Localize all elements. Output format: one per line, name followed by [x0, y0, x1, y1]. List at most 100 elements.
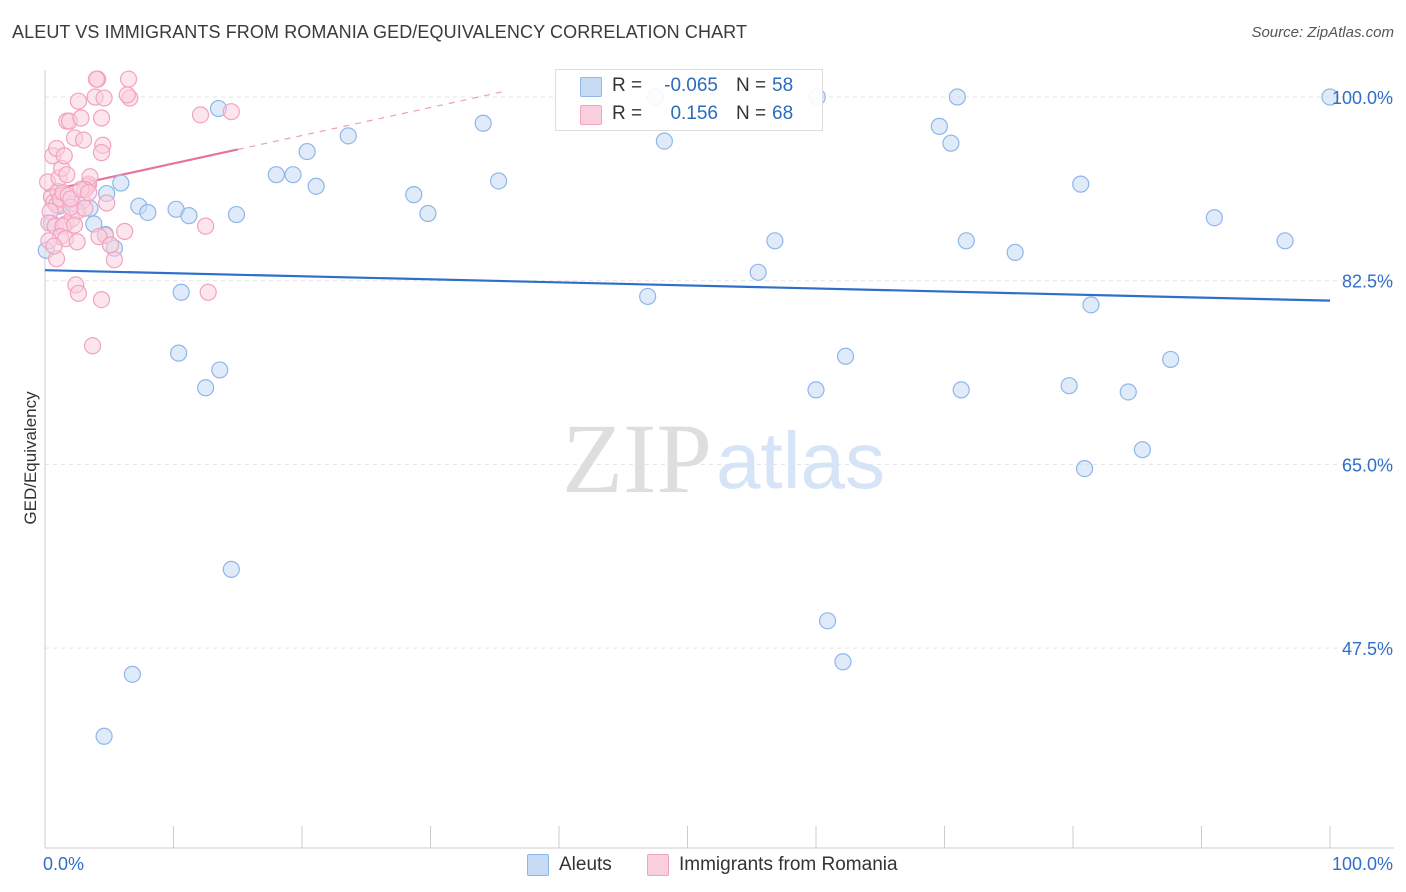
aleuts-point — [655, 132, 673, 150]
stats-n-value: 58 — [772, 75, 794, 96]
stats-n-label: N = — [736, 75, 767, 96]
aleuts-point — [942, 134, 960, 152]
romania-point — [105, 251, 123, 269]
legend-item-romania[interactable]: Immigrants from Romania — [647, 852, 927, 878]
y-axis-label: GED/Equivalency — [21, 391, 40, 525]
romania-point — [87, 70, 106, 88]
y-tick-label: 100.0% — [1332, 88, 1393, 108]
romania-point — [222, 103, 240, 121]
y-tick-label: 82.5% — [1342, 272, 1393, 292]
romania-point — [101, 236, 120, 254]
watermark: ZIP atlas — [562, 403, 885, 514]
romania-point — [69, 284, 88, 302]
aleuts-point — [405, 186, 423, 204]
aleuts-point — [1075, 459, 1094, 478]
romania-point — [116, 222, 134, 240]
romania-point — [98, 194, 116, 212]
aleuts-point — [639, 287, 657, 306]
aleuts-point — [948, 88, 966, 106]
chart-source: Source: ZipAtlas.com — [1251, 24, 1394, 41]
aleuts-point — [834, 653, 852, 671]
aleuts-point — [952, 381, 970, 399]
aleuts-point — [180, 207, 198, 225]
aleuts-point — [1119, 383, 1137, 401]
romania-point — [92, 109, 111, 127]
aleuts-point — [749, 263, 767, 281]
legend-swatch-romania — [647, 854, 669, 876]
aleuts-point — [1133, 441, 1151, 459]
stats-swatch-aleuts — [580, 77, 602, 97]
aleuts-point — [123, 665, 141, 683]
stats-n-value: 68 — [772, 103, 794, 124]
aleuts-point — [818, 612, 837, 630]
series-romania-points — [38, 70, 240, 355]
romania-point — [58, 166, 76, 184]
aleuts-point — [1276, 232, 1294, 250]
stats-r-value: -0.065 — [664, 75, 718, 96]
aleuts-point — [1006, 243, 1024, 261]
romania-point — [76, 199, 94, 217]
romania-point — [55, 147, 73, 165]
romania-point — [45, 237, 63, 255]
watermark-zip: ZIP — [562, 403, 712, 514]
romania-point — [191, 106, 210, 124]
romania-point — [92, 144, 111, 162]
stats-legend: R = -0.065 N = 58 R = 0.156 N = 68 — [555, 69, 823, 131]
romania-point — [83, 337, 102, 355]
romania-point — [197, 217, 215, 235]
grid-lines — [45, 96, 1394, 649]
stats-r-label: R = — [612, 103, 643, 124]
romania-point — [72, 109, 90, 127]
romania-trend-extension — [237, 91, 503, 151]
aleuts-point — [211, 361, 229, 379]
aleuts-point — [1060, 377, 1078, 395]
aleuts-point — [284, 166, 302, 184]
aleuts-point — [1321, 88, 1339, 106]
aleuts-point — [836, 347, 855, 365]
watermark-atlas: atlas — [716, 416, 885, 505]
aleuts-point — [112, 174, 130, 192]
aleuts-point — [807, 381, 825, 399]
romania-point — [118, 86, 136, 104]
x-tick-label-left: 0.0% — [43, 854, 84, 874]
aleuts-point — [139, 203, 157, 222]
aleuts-point — [267, 166, 285, 184]
aleuts-point — [339, 127, 357, 145]
romania-point — [65, 216, 84, 234]
aleuts-point — [197, 379, 215, 397]
romania-point — [69, 92, 88, 110]
romania-point — [199, 283, 217, 301]
aleuts-point — [170, 344, 188, 362]
aleuts-point — [957, 232, 975, 250]
aleuts-point — [1162, 350, 1180, 369]
legend-item-aleuts[interactable]: Aleuts — [527, 852, 627, 878]
series-legend: Aleuts Immigrants from Romania — [0, 852, 1406, 878]
aleuts-trend-line — [44, 269, 1331, 302]
series-aleuts-points — [37, 88, 1339, 745]
aleuts-point — [172, 283, 190, 301]
aleuts-point — [930, 117, 948, 135]
aleuts-point — [222, 560, 240, 578]
aleuts-point — [1082, 296, 1100, 314]
x-tick-label-right: 100.0% — [1332, 854, 1393, 874]
legend-swatch-aleuts — [527, 854, 549, 876]
y-tick-label: 47.5% — [1342, 639, 1393, 659]
stats-r-value: 0.156 — [670, 103, 718, 124]
romania-point — [95, 89, 113, 107]
aleuts-point — [490, 172, 508, 190]
romania-point — [92, 290, 111, 309]
legend-label-aleuts: Aleuts — [559, 854, 612, 875]
aleuts-point — [474, 114, 492, 132]
aleuts-point — [1205, 209, 1223, 227]
aleuts-point — [766, 232, 784, 250]
aleuts-point — [227, 205, 246, 224]
aleuts-point — [298, 142, 316, 161]
stats-n-label: N = — [736, 103, 767, 124]
romania-point — [74, 131, 93, 149]
tick-labels: 100.0% 82.5% 65.0% 47.5% 0.0% 100.0% — [43, 88, 1393, 874]
romania-point — [90, 228, 108, 246]
aleuts-point — [307, 177, 325, 195]
y-tick-label: 65.0% — [1342, 455, 1393, 475]
aleuts-point — [95, 727, 113, 745]
